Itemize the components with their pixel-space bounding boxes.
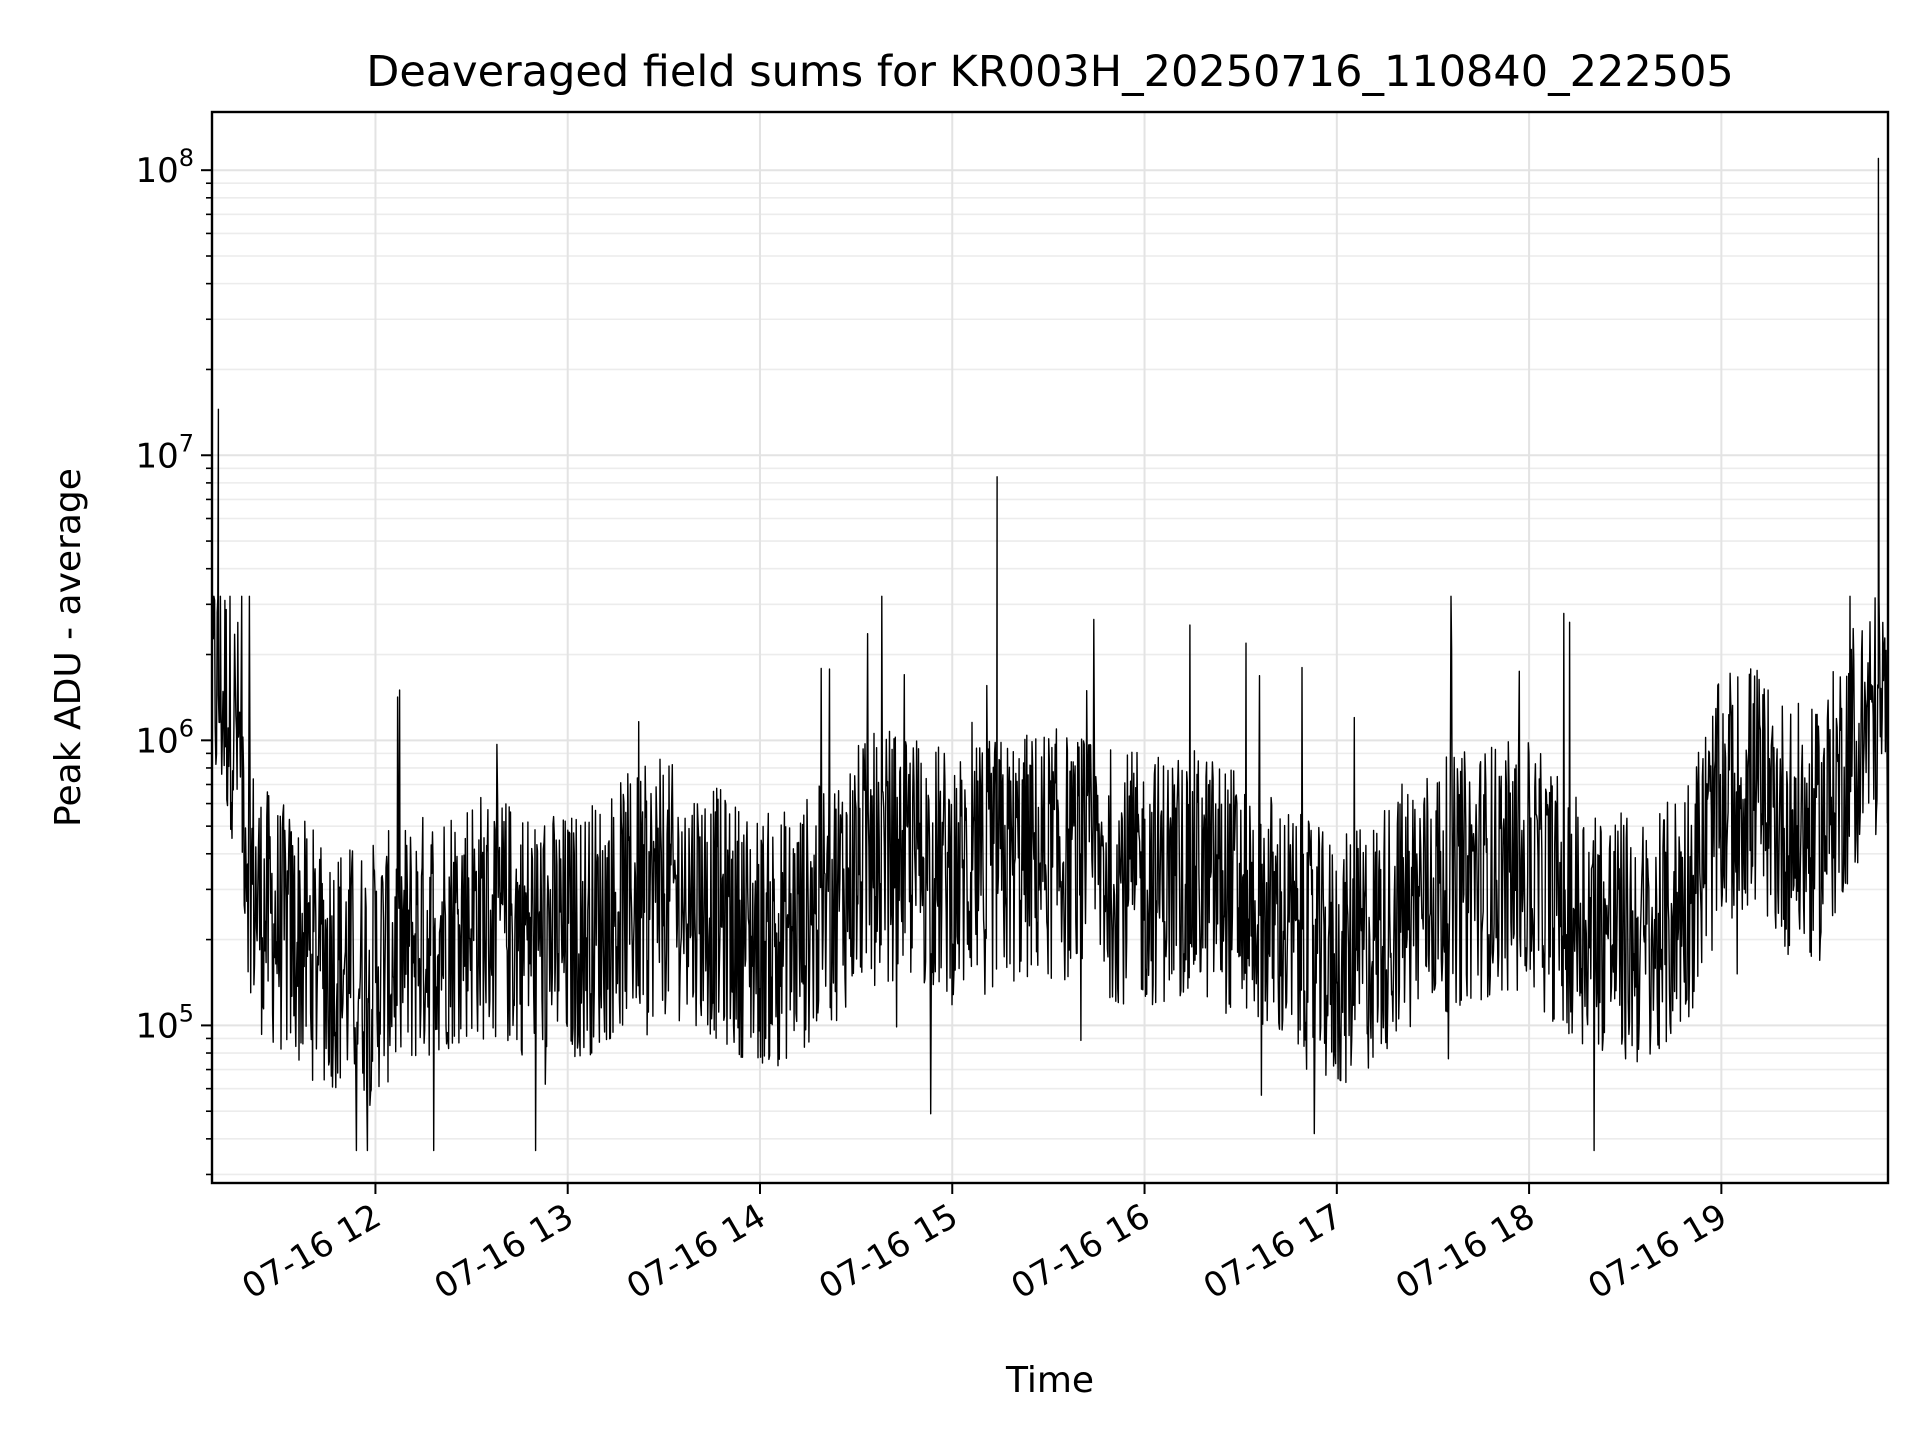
x-tick-label: 07-16 13	[428, 1196, 580, 1307]
x-tick-label: 07-16 12	[236, 1196, 388, 1307]
x-tick-label: 07-16 14	[620, 1196, 772, 1307]
x-tick-label: 07-16 19	[1581, 1196, 1733, 1307]
series-line	[211, 157, 1889, 1152]
y-axis-label: Peak ADU - average	[48, 468, 89, 827]
y-tick-label: 106	[135, 714, 194, 761]
chart-title: Deaveraged field sums for KR003H_2025071…	[366, 47, 1734, 97]
trace-layer	[211, 157, 1889, 1152]
y-tick-label: 108	[135, 144, 194, 191]
y-tick-label: 105	[135, 999, 194, 1046]
x-tick-label: 07-16 18	[1389, 1196, 1541, 1307]
x-tick-label: 07-16 16	[1005, 1196, 1157, 1307]
plot-frame	[210, 110, 1890, 1185]
x-tick-label: 07-16 17	[1197, 1196, 1349, 1307]
x-tick-label: 07-16 15	[812, 1196, 964, 1307]
y-tick-label: 107	[135, 429, 194, 476]
x-axis-label: Time	[1005, 1360, 1094, 1401]
